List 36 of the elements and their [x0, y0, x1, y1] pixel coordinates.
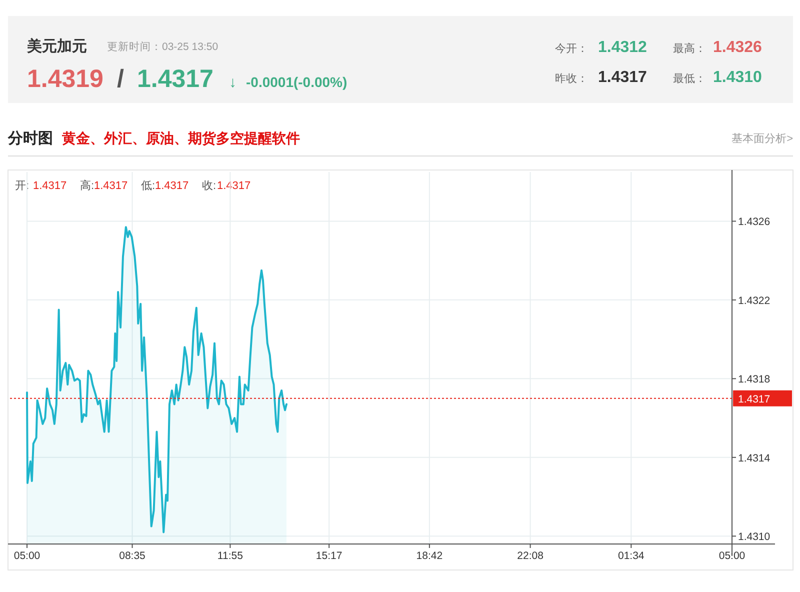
text: 昨收： [555, 73, 588, 85]
text: ↓ [229, 74, 236, 91]
chart-subtitle: 更新时间：03-25 13:50 [107, 40, 218, 53]
x-tick-label: 01:34 [618, 550, 644, 562]
x-tick-label: 05:00 [14, 550, 40, 562]
x-tick-label: 11:55 [217, 550, 244, 562]
annotation: 收: [202, 180, 216, 192]
y-tick-label: 1.4314 [738, 452, 770, 464]
annotation: 高: [80, 179, 94, 192]
y-tick-label: 1.4310 [738, 531, 770, 544]
annotation: 1.4317 [33, 180, 67, 192]
text: 1.4317 [598, 69, 647, 86]
text: 黄金、外汇、原油、期货多空提醒软件 [62, 130, 300, 146]
text: 1.4317 [137, 65, 214, 93]
text: 1.4319 [27, 65, 104, 93]
text: -0.0001(-0.00%) [246, 74, 348, 90]
x-tick-label: 18:42 [416, 550, 443, 562]
text: 1.4312 [598, 39, 647, 56]
ref-line-label: 1.4317 [738, 393, 770, 406]
x-tick-label: 08:35 [119, 550, 146, 562]
x-tick-label: 22:08 [517, 550, 544, 562]
y-tick-label: 1.4318 [738, 374, 770, 386]
annotation: 低: [141, 180, 156, 192]
text: 最低： [673, 73, 706, 85]
x-tick-label: 15:17 [316, 550, 342, 562]
annotation: 1.4317 [94, 180, 128, 192]
text: 今开： [555, 43, 588, 55]
x-tick-label: 05:00 [718, 550, 746, 562]
y-tick-label: 1.4322 [738, 294, 770, 307]
text: 基本面分析> [732, 133, 793, 145]
text: / [117, 65, 124, 93]
annotation: 1.4317 [155, 180, 189, 192]
chart-title: 美元加元 [26, 37, 87, 55]
text: 最高： [673, 43, 706, 55]
text: 分时图 [8, 130, 53, 147]
y-tick-label: 1.4326 [738, 216, 770, 228]
